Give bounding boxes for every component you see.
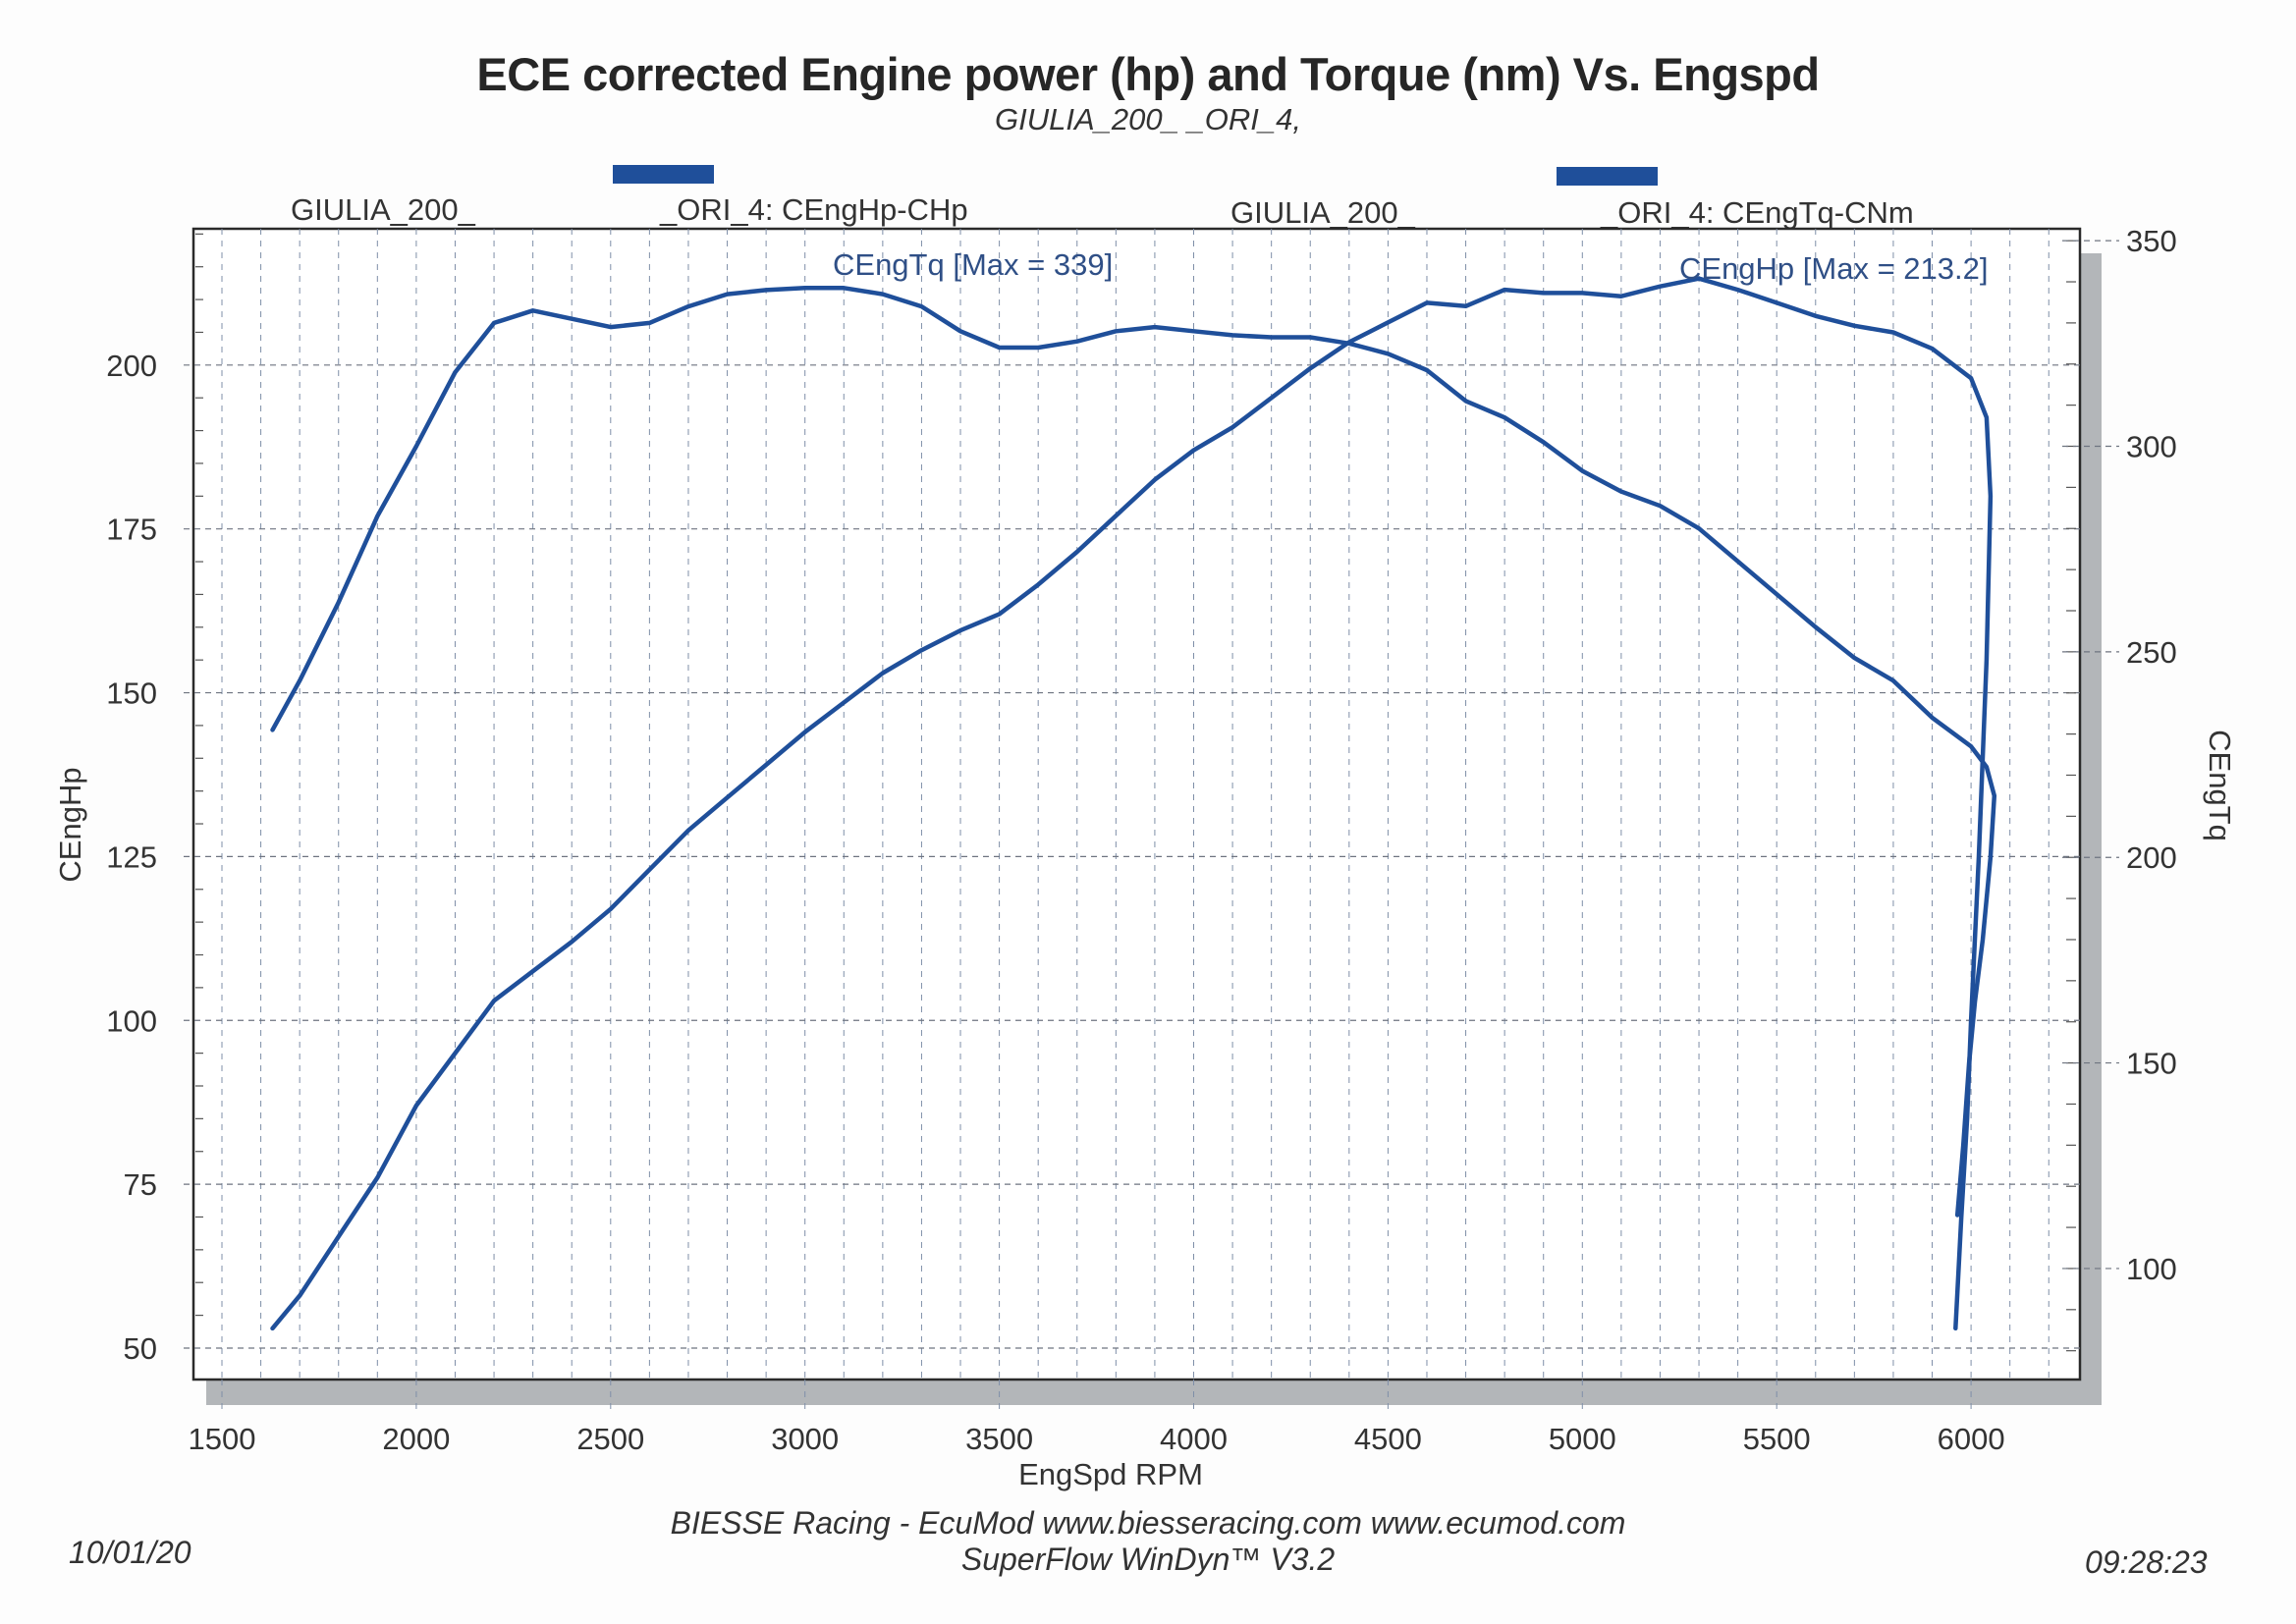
legend-label-hp-left: GIULIA_200_ <box>291 192 475 227</box>
y2-tick-label: 350 <box>2126 224 2177 258</box>
legend-label-hp-right: _ORI_4: CEngHp-CHp <box>660 192 968 227</box>
y2-tick-label: 200 <box>2126 840 2177 875</box>
x-tick-label: 5000 <box>1549 1422 1616 1456</box>
footer-date: 10/01/20 <box>69 1535 191 1570</box>
y2-axis-title: CEngTq <box>2203 730 2237 841</box>
series-line-cenghp <box>270 276 1994 1331</box>
y-tick-label: 125 <box>106 839 157 874</box>
y-axis-ticks: 50 75 100 125 150 175 200 <box>106 349 157 1366</box>
y2-tick-label: 250 <box>2126 635 2177 670</box>
x-tick-label: 2000 <box>382 1422 450 1456</box>
footer-time: 09:28:23 <box>2085 1544 2208 1580</box>
legend-label-tq-right: _ORI_4: CEngTq-CNm <box>1601 195 1914 230</box>
plot-shadow-right <box>2080 253 2102 1405</box>
x-tick-label: 1500 <box>189 1422 256 1456</box>
grid <box>184 229 2080 1380</box>
x-axis-title: EngSpd RPM <box>1018 1457 1203 1491</box>
y2-axis-ticks: 100 150 200 250 300 350 <box>2062 224 2177 1286</box>
legend-swatch-hp <box>613 165 714 184</box>
series-line-cengtq <box>270 286 1997 1218</box>
x-axis-ticks: 1500 2000 2500 3000 3500 4000 4500 5000 5500 6000 <box>189 1380 2005 1456</box>
y-tick-label: 100 <box>106 1003 157 1038</box>
x-tick-label: 2500 <box>576 1422 644 1456</box>
y-tick-label: 150 <box>106 677 157 711</box>
y2-tick-label: 100 <box>2126 1252 2177 1286</box>
x-tick-label: 6000 <box>1938 1422 2005 1456</box>
footer-credit-line2: SuperFlow WinDyn™ V3.2 <box>960 1542 1336 1577</box>
y-tick-label: 200 <box>106 349 157 383</box>
legend-label-tq-left: GIULIA_200_ <box>1230 195 1415 230</box>
x-tick-label: 3000 <box>771 1422 839 1456</box>
chart-subtitle: GIULIA_200_ _ORI_4, <box>995 102 1301 136</box>
y-tick-label: 50 <box>124 1331 157 1366</box>
footer-credit-line1: BIESSE Racing - EcuMod www.biesseracing.… <box>670 1505 1626 1541</box>
y-tick-label: 175 <box>106 513 157 547</box>
x-tick-label: 4500 <box>1354 1422 1422 1456</box>
annotation-max-torque: CEngTq [Max = 339] <box>833 247 1113 282</box>
legend-swatch-tq <box>1557 167 1658 186</box>
annotation-max-power: CEngHp [Max = 213.2] <box>1679 251 1988 286</box>
y-tick-label: 75 <box>124 1167 157 1202</box>
y-axis-title: CEngHp <box>53 767 87 882</box>
series-lines <box>270 276 1997 1331</box>
plot-shadow-bottom <box>206 1380 2102 1405</box>
x-tick-label: 4000 <box>1160 1422 1228 1456</box>
y2-tick-label: 150 <box>2126 1047 2177 1081</box>
chart-title: ECE corrected Engine power (hp) and Torq… <box>476 48 1820 100</box>
y2-tick-label: 300 <box>2126 430 2177 464</box>
x-tick-label: 5500 <box>1743 1422 1811 1456</box>
plot-area <box>191 227 2082 1381</box>
x-tick-label: 3500 <box>965 1422 1033 1456</box>
